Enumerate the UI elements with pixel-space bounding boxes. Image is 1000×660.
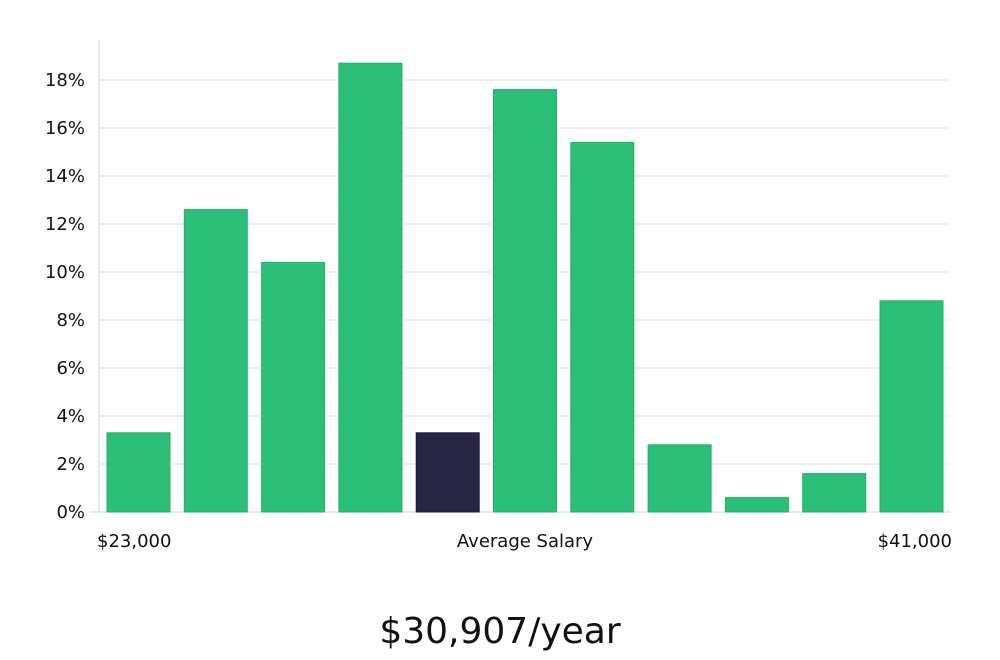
x-axis-label: Average Salary [457, 531, 594, 552]
y-tick-label: 12% [45, 214, 85, 235]
bar [802, 473, 867, 513]
bar [493, 89, 557, 513]
y-tick-label: 16% [45, 118, 85, 139]
bar [724, 497, 789, 513]
salary-histogram: 0% 2% 4% 6% 8% 10% 12% 14% 16% 18% $23,000 Averag… [45, 40, 952, 552]
x-min-label: $23,000 [97, 531, 171, 552]
axes: 0% 2% 4% 6% 8% 10% 12% 14% 16% 18% [45, 40, 950, 523]
bar [647, 444, 712, 513]
bar [338, 62, 403, 513]
y-tick-label: 2% [56, 454, 85, 475]
bar [570, 141, 635, 513]
y-tick-label: 18% [45, 70, 85, 91]
x-max-label: $41,000 [878, 531, 952, 552]
y-tick-label: 4% [56, 406, 85, 427]
bar-highlighted [415, 432, 480, 513]
average-salary-value: $30,907/year [379, 611, 621, 652]
bar [106, 432, 171, 513]
y-tick-label: 14% [45, 166, 85, 187]
y-tick-label: 6% [56, 358, 85, 379]
y-tick-label: 8% [56, 310, 85, 331]
bar [183, 209, 248, 513]
bars [106, 62, 944, 513]
axis-labels: $23,000 Average Salary $41,000 [97, 531, 952, 552]
bar [261, 261, 326, 513]
y-tick-label: 10% [45, 262, 85, 283]
y-tick-label: 0% [56, 502, 85, 523]
bar [879, 300, 944, 513]
